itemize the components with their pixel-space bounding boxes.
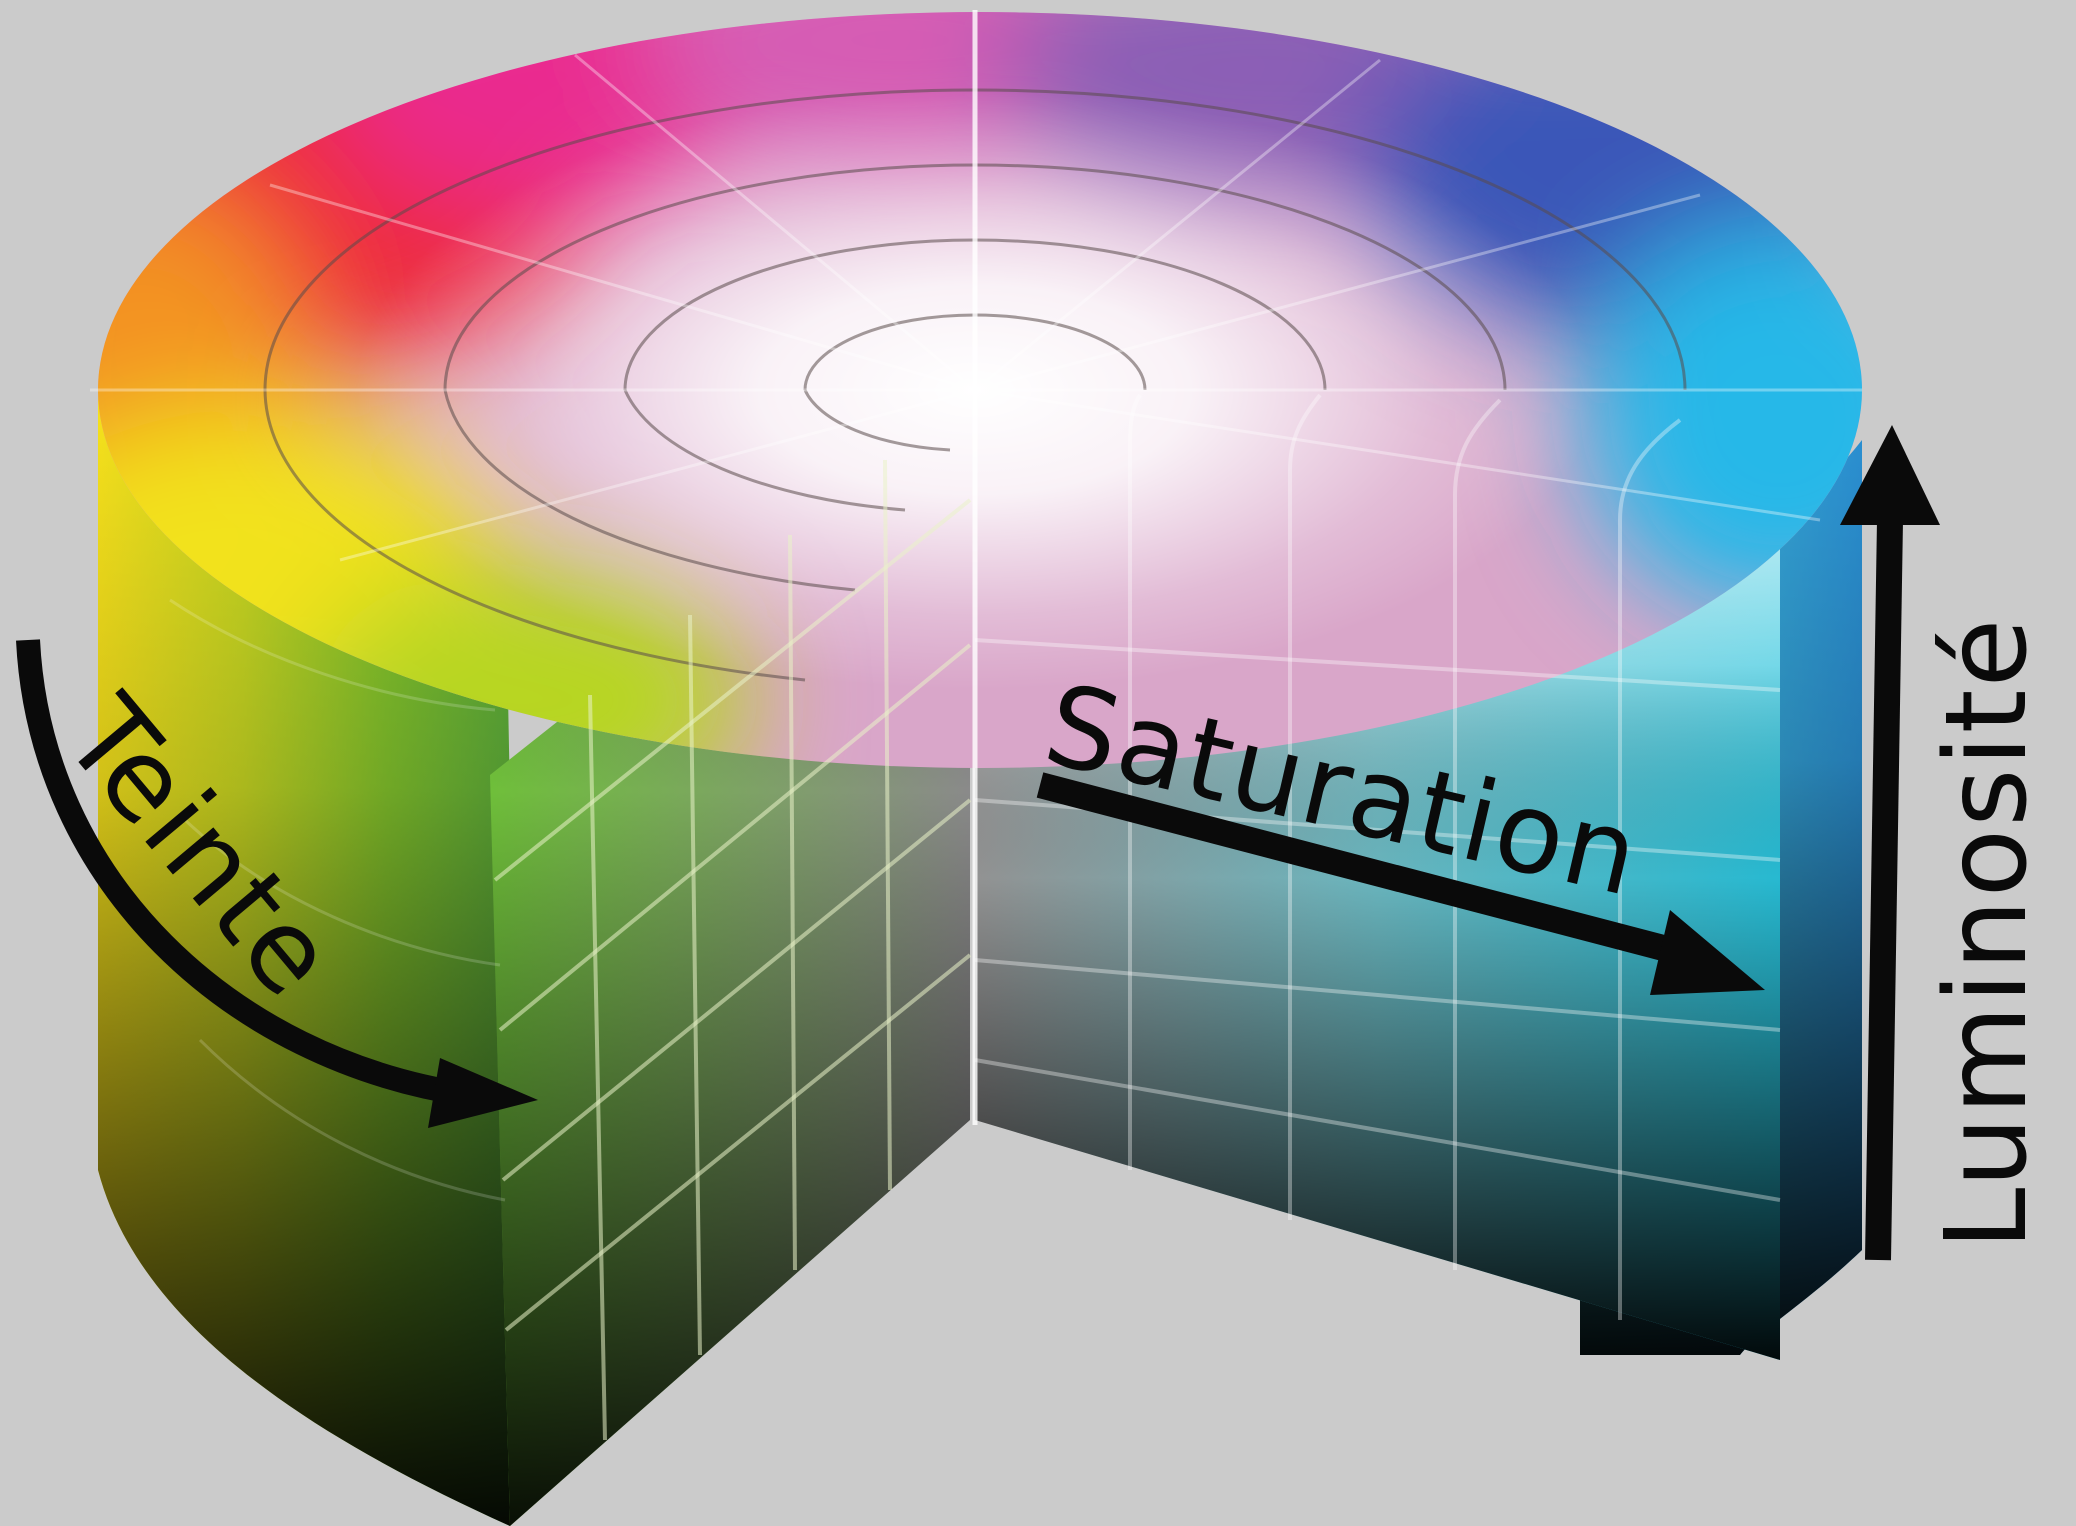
top-wheel-rings [263, 88, 1687, 682]
cut-face-right-grid [974, 393, 1781, 1320]
top-wheel-radials [90, 53, 1862, 562]
lightness-arrow [1840, 425, 1940, 1261]
lightness-label: Luminosité [1922, 617, 2052, 1250]
left-wall-bands [169, 598, 506, 1202]
saturation-arrow [1036, 772, 1765, 995]
hue-arrow [16, 639, 538, 1128]
cut-face-left-grid [493, 459, 972, 1441]
